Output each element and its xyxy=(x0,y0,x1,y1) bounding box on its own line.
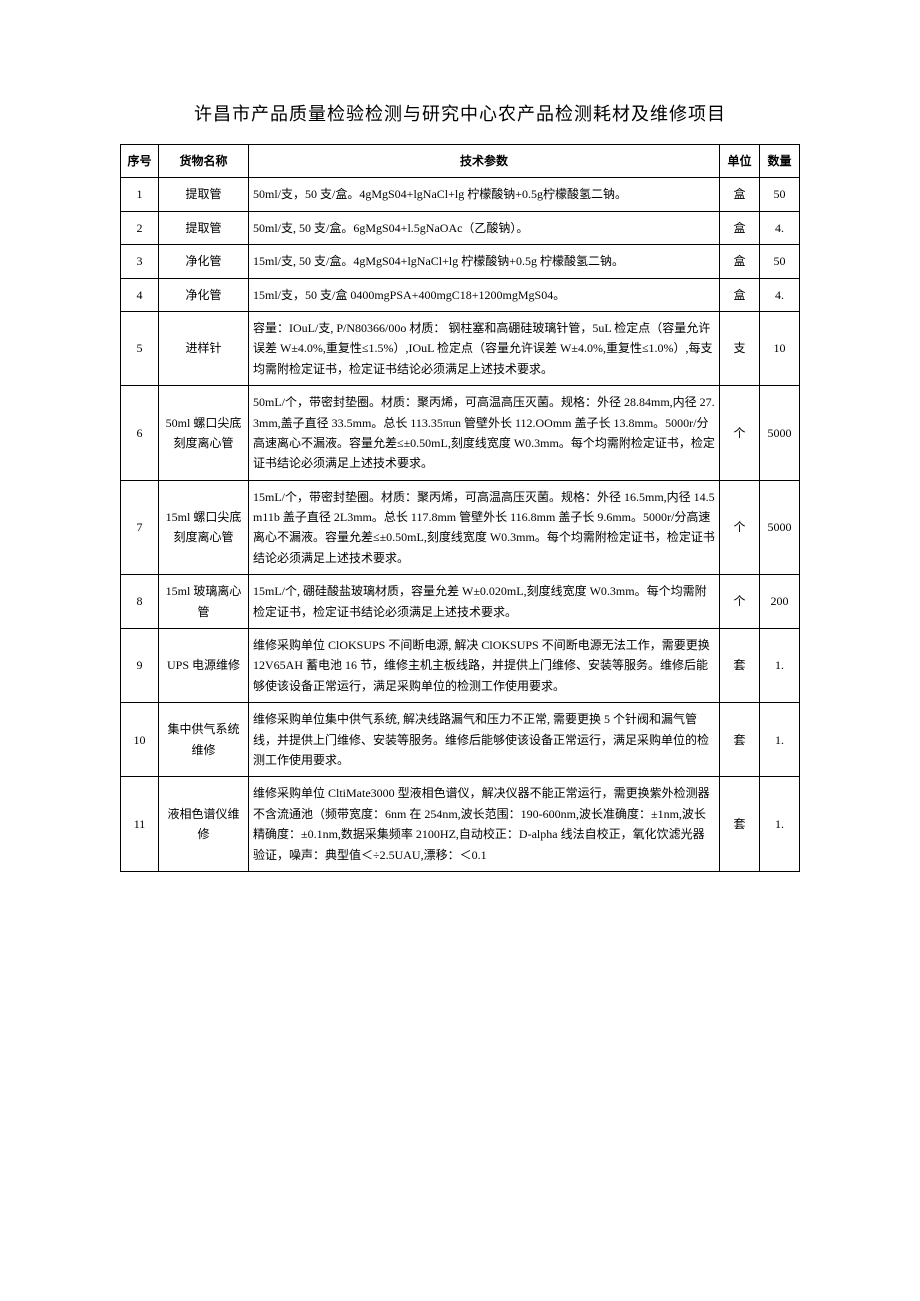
table-row: 715ml 螺口尖底刻度离心管15mL/个，带密封垫圈。材质：聚丙烯，可高温高压… xyxy=(121,480,800,575)
cell-name: 净化管 xyxy=(159,278,249,311)
cell-index: 11 xyxy=(121,777,159,872)
cell-spec: 容量：IOuL/支, P/N80366/00o 材质： 钢柱塞和高硼硅玻璃针管，… xyxy=(249,311,720,385)
cell-unit: 盒 xyxy=(720,178,760,211)
cell-unit: 套 xyxy=(720,703,760,777)
cell-unit: 个 xyxy=(720,480,760,575)
cell-unit: 套 xyxy=(720,777,760,872)
col-header-index: 序号 xyxy=(121,145,159,178)
cell-unit: 盒 xyxy=(720,211,760,244)
cell-spec: 维修采购单位 ClOKSUPS 不间断电源, 解决 ClOKSUPS 不间断电源… xyxy=(249,629,720,703)
cell-spec: 维修采购单位集中供气系统, 解决线路漏气和压力不正常, 需要更换 5 个针阀和漏… xyxy=(249,703,720,777)
table-row: 10集中供气系统维修维修采购单位集中供气系统, 解决线路漏气和压力不正常, 需要… xyxy=(121,703,800,777)
cell-spec: 50mL/个，带密封垫圈。材质：聚丙烯，可高温高压灭菌。规格：外径 28.84m… xyxy=(249,386,720,481)
cell-qty: 5000 xyxy=(760,480,800,575)
col-header-spec: 技术参数 xyxy=(249,145,720,178)
cell-index: 5 xyxy=(121,311,159,385)
cell-spec: 50ml/支，50 支/盒。4gMgS04+lgNaCl+lg 柠檬酸钠+0.5… xyxy=(249,178,720,211)
cell-qty: 4. xyxy=(760,211,800,244)
cell-spec: 15mL/个, 硼硅酸盐玻璃材质，容量允差 W±0.020mL,刻度线宽度 W0… xyxy=(249,575,720,629)
cell-unit: 套 xyxy=(720,629,760,703)
cell-index: 3 xyxy=(121,245,159,278)
cell-qty: 200 xyxy=(760,575,800,629)
cell-index: 1 xyxy=(121,178,159,211)
cell-qty: 1. xyxy=(760,629,800,703)
cell-qty: 50 xyxy=(760,245,800,278)
cell-index: 10 xyxy=(121,703,159,777)
cell-unit: 个 xyxy=(720,575,760,629)
cell-spec: 15ml/支, 50 支/盒。4gMgS04+lgNaCl+lg 柠檬酸钠+0.… xyxy=(249,245,720,278)
col-header-name: 货物名称 xyxy=(159,145,249,178)
cell-index: 2 xyxy=(121,211,159,244)
table-body: 1提取管50ml/支，50 支/盒。4gMgS04+lgNaCl+lg 柠檬酸钠… xyxy=(121,178,800,872)
table-row: 2提取管50ml/支, 50 支/盒。6gMgS04+l.5gNaOAc（乙酸钠… xyxy=(121,211,800,244)
document-title: 许昌市产品质量检验检测与研究中心农产品检测耗材及维修项目 xyxy=(120,100,800,126)
table-row: 3净化管15ml/支, 50 支/盒。4gMgS04+lgNaCl+lg 柠檬酸… xyxy=(121,245,800,278)
cell-spec: 50ml/支, 50 支/盒。6gMgS04+l.5gNaOAc（乙酸钠）。 xyxy=(249,211,720,244)
cell-index: 7 xyxy=(121,480,159,575)
cell-unit: 支 xyxy=(720,311,760,385)
cell-name: 15ml 螺口尖底刻度离心管 xyxy=(159,480,249,575)
col-header-unit: 单位 xyxy=(720,145,760,178)
cell-spec: 15mL/个，带密封垫圈。材质：聚丙烯，可高温高压灭菌。规格：外径 16.5mm… xyxy=(249,480,720,575)
items-table: 序号 货物名称 技术参数 单位 数量 1提取管50ml/支，50 支/盒。4gM… xyxy=(120,144,800,872)
cell-name: 进样针 xyxy=(159,311,249,385)
cell-spec: 15ml/支，50 支/盒 0400mgPSA+400mgC18+1200mgM… xyxy=(249,278,720,311)
cell-name: 液相色谱仪维修 xyxy=(159,777,249,872)
table-row: 4净化管15ml/支，50 支/盒 0400mgPSA+400mgC18+120… xyxy=(121,278,800,311)
cell-name: 净化管 xyxy=(159,245,249,278)
table-row: 815ml 玻璃离心管15mL/个, 硼硅酸盐玻璃材质，容量允差 W±0.020… xyxy=(121,575,800,629)
cell-index: 9 xyxy=(121,629,159,703)
table-row: 9UPS 电源维修维修采购单位 ClOKSUPS 不间断电源, 解决 ClOKS… xyxy=(121,629,800,703)
table-row: 11液相色谱仪维修维修采购单位 CltiMate3000 型液相色谱仪，解决仪器… xyxy=(121,777,800,872)
cell-index: 4 xyxy=(121,278,159,311)
col-header-qty: 数量 xyxy=(760,145,800,178)
cell-spec: 维修采购单位 CltiMate3000 型液相色谱仪，解决仪器不能正常运行，需更… xyxy=(249,777,720,872)
cell-qty: 1. xyxy=(760,777,800,872)
cell-qty: 10 xyxy=(760,311,800,385)
cell-name: 集中供气系统维修 xyxy=(159,703,249,777)
table-row: 5进样针容量：IOuL/支, P/N80366/00o 材质： 钢柱塞和高硼硅玻… xyxy=(121,311,800,385)
cell-unit: 个 xyxy=(720,386,760,481)
cell-qty: 5000 xyxy=(760,386,800,481)
cell-unit: 盒 xyxy=(720,278,760,311)
cell-qty: 1. xyxy=(760,703,800,777)
table-row: 650ml 螺口尖底刻度离心管50mL/个，带密封垫圈。材质：聚丙烯，可高温高压… xyxy=(121,386,800,481)
cell-name: 15ml 玻璃离心管 xyxy=(159,575,249,629)
cell-index: 6 xyxy=(121,386,159,481)
table-header-row: 序号 货物名称 技术参数 单位 数量 xyxy=(121,145,800,178)
cell-name: 提取管 xyxy=(159,211,249,244)
cell-name: 50ml 螺口尖底刻度离心管 xyxy=(159,386,249,481)
cell-qty: 50 xyxy=(760,178,800,211)
table-row: 1提取管50ml/支，50 支/盒。4gMgS04+lgNaCl+lg 柠檬酸钠… xyxy=(121,178,800,211)
cell-index: 8 xyxy=(121,575,159,629)
cell-qty: 4. xyxy=(760,278,800,311)
cell-unit: 盒 xyxy=(720,245,760,278)
cell-name: UPS 电源维修 xyxy=(159,629,249,703)
cell-name: 提取管 xyxy=(159,178,249,211)
